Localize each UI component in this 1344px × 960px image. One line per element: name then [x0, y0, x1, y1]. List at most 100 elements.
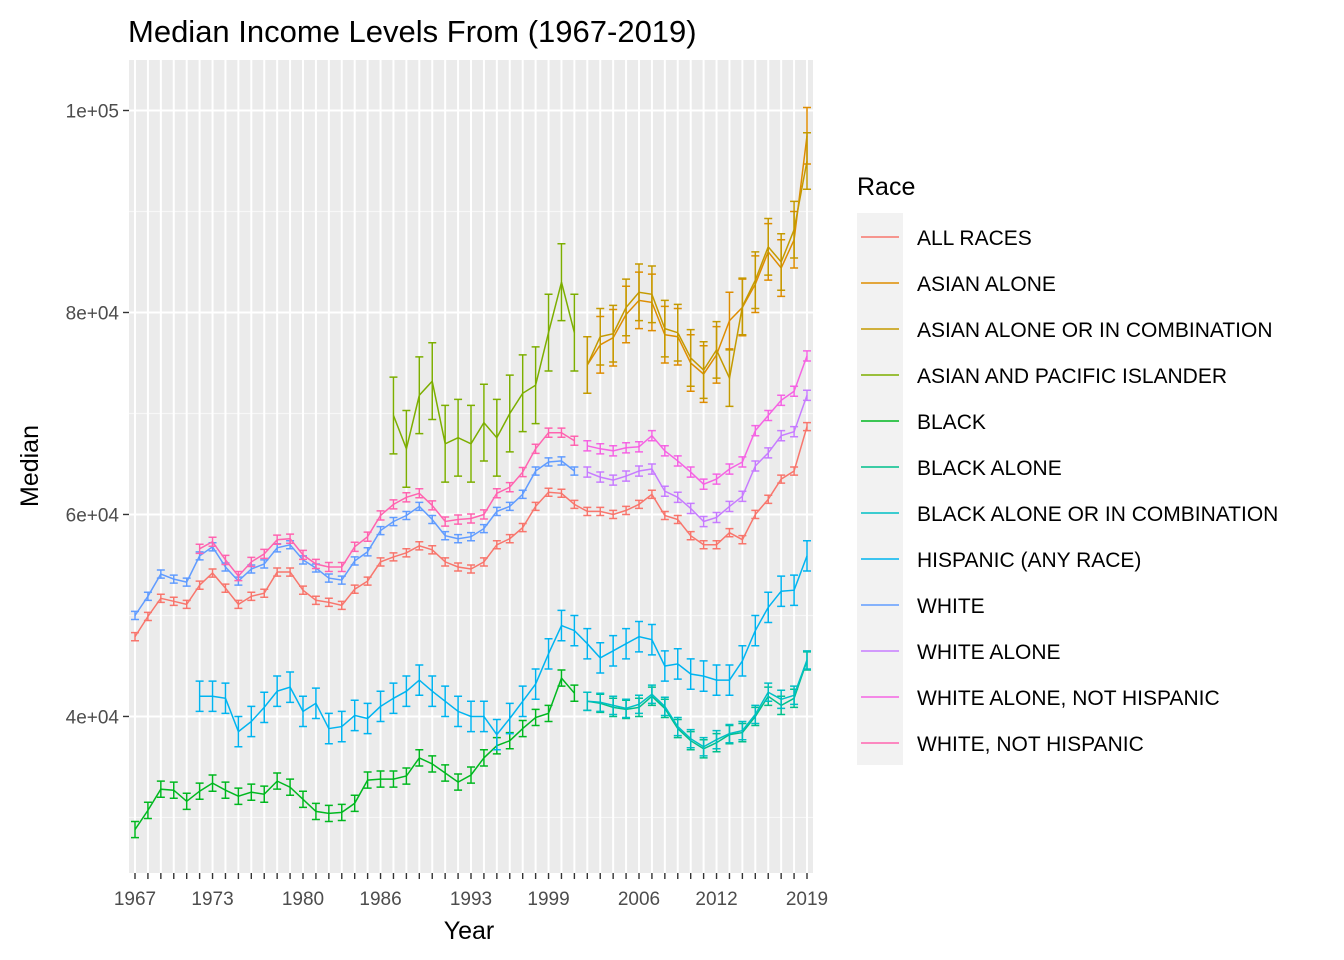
error-bar: [712, 511, 721, 524]
error-bar: [299, 695, 307, 728]
error-bar: [260, 559, 269, 569]
legend-item-label: WHITE: [917, 595, 985, 618]
error-bar: [441, 530, 450, 541]
error-bar: [247, 591, 256, 602]
error-bar: [286, 567, 295, 577]
error-bar: [518, 354, 527, 433]
error-bar: [131, 820, 139, 839]
error-bar: [686, 466, 695, 478]
error-bar: [467, 564, 475, 574]
error-bar: [622, 278, 631, 337]
error-bar: [803, 539, 811, 572]
error-bar: [492, 718, 501, 751]
error-bar: [467, 766, 475, 784]
error-bar: [324, 573, 333, 583]
error-bar: [686, 502, 695, 515]
error-bar: [622, 442, 631, 454]
y-axis: 4e+04 6e+04 8e+04 1e+05: [66, 101, 129, 728]
error-bar: [221, 583, 230, 593]
error-bar: [609, 634, 618, 667]
error-bar: [751, 460, 760, 472]
error-bar: [337, 561, 346, 573]
series-all-races: [131, 421, 811, 642]
error-bar: [376, 525, 385, 536]
error-bar: [725, 664, 734, 697]
error-bar: [467, 531, 475, 542]
error-bar: [660, 485, 669, 498]
error-bar: [311, 558, 320, 570]
error-bar: [415, 540, 424, 551]
error-bar: [479, 749, 488, 767]
error-bar: [673, 648, 682, 680]
error-bar: [363, 771, 372, 789]
error-bar: [777, 689, 786, 710]
x-tick-label: 1980: [282, 889, 324, 910]
error-bar: [428, 755, 437, 773]
error-bar: [479, 557, 488, 567]
error-bar: [454, 398, 463, 477]
error-bar: [531, 443, 540, 455]
grid-major: [129, 60, 813, 873]
error-bar: [273, 567, 282, 577]
chart-title: Median Income Levels From (1967-2019): [128, 14, 697, 49]
error-bar: [557, 488, 566, 499]
error-bar: [273, 675, 282, 708]
error-bar: [376, 557, 385, 567]
error-bar: [208, 680, 217, 713]
error-bar: [699, 478, 708, 490]
error-bar: [751, 704, 760, 725]
series-line: [587, 395, 808, 523]
error-bar: [441, 557, 450, 567]
error-bar: [479, 700, 488, 733]
error-bar: [221, 554, 230, 566]
y-tick-label: 1e+05: [66, 101, 119, 122]
error-bar: [311, 687, 320, 720]
x-tick-label: 2019: [786, 889, 828, 910]
error-bar: [441, 516, 450, 527]
error-bar: [402, 409, 411, 488]
error-bar: [738, 534, 747, 545]
error-bar: [622, 470, 631, 482]
error-bar: [803, 350, 811, 362]
error-bar: [143, 801, 152, 820]
error-bar: [635, 263, 643, 322]
legend-item-label: BLACK ALONE OR IN COMBINATION: [917, 503, 1278, 526]
error-bar: [350, 794, 359, 813]
error-bar: [131, 610, 139, 621]
x-axis: 1967 1973 1980 1986 1993 1999 2006 2012 2019: [114, 873, 828, 910]
legend-item-label: ASIAN ALONE OR IN COMBINATION: [917, 319, 1273, 342]
error-bar: [182, 599, 191, 610]
x-axis-title: Year: [444, 917, 495, 945]
error-bar: [518, 466, 527, 478]
error-bar: [686, 728, 695, 749]
error-bar: [712, 320, 721, 379]
error-bar: [479, 509, 488, 520]
error-bar: [273, 534, 282, 546]
error-bar: [337, 600, 346, 611]
error-bar: [234, 787, 243, 806]
error-bar: [286, 533, 295, 545]
error-bar: [389, 770, 398, 788]
error-bar: [273, 772, 282, 790]
error-bar: [441, 404, 450, 483]
error-bar: [467, 513, 475, 524]
series-line: [586, 160, 808, 381]
error-bar: [247, 705, 256, 738]
error-bar: [286, 778, 295, 796]
error-bar: [673, 491, 682, 504]
error-bar: [428, 342, 437, 421]
error-bar: [531, 346, 540, 425]
error-bar: [570, 684, 579, 703]
error-bar: [311, 802, 320, 821]
error-bar: [570, 435, 579, 447]
error-bar: [725, 500, 734, 513]
error-bar: [544, 704, 553, 723]
error-bar: [389, 682, 398, 715]
error-bar: [505, 533, 514, 544]
error-bar: [635, 620, 643, 653]
error-bar: [751, 509, 760, 520]
error-bar: [751, 424, 760, 437]
error-bar: [389, 376, 398, 455]
error-bar: [764, 447, 773, 459]
error-bar: [596, 641, 605, 674]
